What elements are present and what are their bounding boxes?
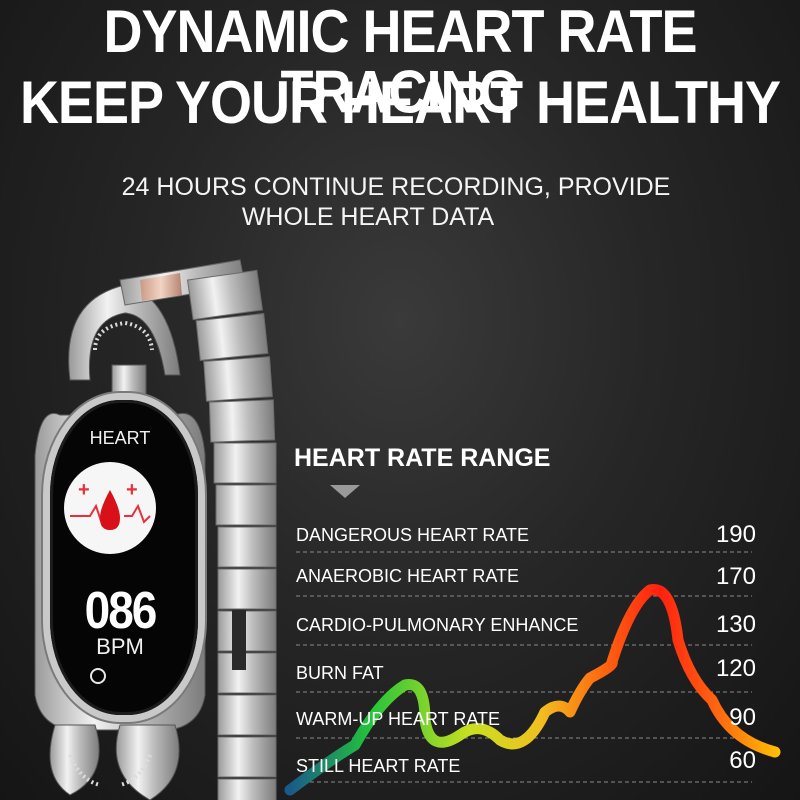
zone-value: 130 <box>715 611 756 638</box>
zone-value: 190 <box>715 521 756 548</box>
zone-value: 60 <box>729 747 756 774</box>
headline-line-2: KEEP YOUR HEART HEALTHY <box>19 69 781 137</box>
bpm-value: 086 <box>84 580 158 640</box>
zone-label: STILL HEART RATE <box>296 756 461 776</box>
zone-label: DANGEROUS HEART RATE <box>296 525 530 545</box>
zone-value: 90 <box>729 704 756 731</box>
down-arrow-icon <box>330 485 360 498</box>
bpm-unit: BPM <box>96 634 144 659</box>
watch-screen <box>50 400 198 715</box>
subheadline-line-1: 24 HOURS CONTINUE RECORDING, PROVIDE <box>121 173 671 201</box>
headline-line-1: DYNAMIC HEART RATE TRACING <box>103 0 698 126</box>
watch-home-button[interactable] <box>90 668 106 684</box>
subheadline-line-2: WHOLE HEART DATA <box>241 203 495 231</box>
zone-value: 120 <box>715 655 756 682</box>
zone-label: CARDIO-PULMONARY ENHANCE <box>296 615 579 635</box>
zone-label: WARM-UP HEART RATE <box>296 709 501 729</box>
zone-label: BURN FAT <box>296 663 384 683</box>
svg-text:+: + <box>126 479 138 501</box>
watch-screen-label: HEART <box>89 428 151 448</box>
heart-blood-drop-icon: + + <box>64 462 156 554</box>
range-title: HEART RATE RANGE <box>294 444 551 472</box>
svg-text:+: + <box>78 479 90 501</box>
zone-value: 170 <box>715 563 756 590</box>
heart-rate-curve <box>284 584 781 796</box>
zone-label: ANAEROBIC HEART RATE <box>296 566 520 586</box>
